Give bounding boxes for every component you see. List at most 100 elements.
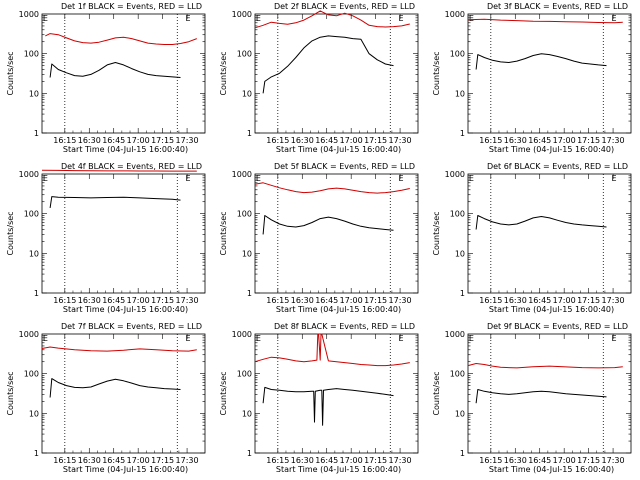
y-tick-label: 100 bbox=[450, 210, 465, 219]
x-tick-label: 16:30 bbox=[504, 136, 527, 145]
x-tick-label: 16:15 bbox=[53, 456, 76, 465]
plot-frame bbox=[254, 13, 419, 134]
plot-frame bbox=[467, 13, 632, 134]
x-tick-label: 17:00 bbox=[127, 296, 150, 305]
events-series-line bbox=[49, 196, 181, 208]
e-marker: E bbox=[256, 14, 261, 23]
events-series-line bbox=[262, 35, 394, 94]
e-marker: E bbox=[43, 334, 48, 343]
y-axis-label: Counts/sec bbox=[6, 371, 15, 415]
y-axis-label: Counts/sec bbox=[219, 51, 228, 95]
lld-series-line bbox=[254, 182, 410, 194]
y-tick-label: 100 bbox=[237, 210, 252, 219]
y-tick-label: 10 bbox=[455, 89, 465, 98]
chart-title: Det 1f BLACK = Events, RED = LLD bbox=[61, 2, 202, 11]
x-tick-label: 16:45 bbox=[315, 456, 338, 465]
e-marker: E bbox=[611, 174, 616, 183]
x-tick-label: 16:15 bbox=[266, 136, 289, 145]
y-tick-label: 1000 bbox=[232, 330, 252, 339]
chart-svg: Det 3f BLACK = Events, RED = LLD 1 10 100 10… bbox=[432, 2, 632, 154]
y-tick-label: 100 bbox=[450, 50, 465, 59]
y-tick-label: 10 bbox=[242, 249, 252, 258]
plot-frame bbox=[467, 173, 632, 294]
x-tick-label: 17:00 bbox=[127, 136, 150, 145]
e-marker: E bbox=[185, 14, 190, 23]
x-axis-label: Start Time (04-Jul-15 16:00:40) bbox=[63, 305, 188, 314]
y-tick-label: 1000 bbox=[19, 170, 39, 179]
e-marker: E bbox=[256, 174, 261, 183]
lld-series-line bbox=[41, 169, 197, 172]
x-tick-label: 17:15 bbox=[364, 296, 387, 305]
x-tick-label: 17:00 bbox=[340, 296, 363, 305]
y-axis-label: Counts/sec bbox=[432, 211, 441, 255]
e-marker: E bbox=[398, 14, 403, 23]
events-series-line bbox=[262, 215, 394, 235]
chart-title: Det 3f BLACK = Events, RED = LLD bbox=[487, 2, 628, 11]
x-tick-label: 17:15 bbox=[151, 456, 174, 465]
lld-series-line bbox=[467, 18, 623, 24]
x-tick-label: 16:30 bbox=[78, 296, 101, 305]
x-tick-label: 16:30 bbox=[78, 456, 101, 465]
chart-panel-4: Det 4f BLACK = Events, RED = LLD 1 10 100 10… bbox=[0, 160, 213, 320]
y-tick-label: 1 bbox=[34, 289, 39, 298]
x-tick-label: 17:15 bbox=[577, 136, 600, 145]
y-tick-label: 100 bbox=[24, 50, 39, 59]
y-tick-label: 1 bbox=[460, 449, 465, 458]
x-tick-label: 17:00 bbox=[553, 136, 576, 145]
y-tick-label: 100 bbox=[24, 370, 39, 379]
y-axis-label: Counts/sec bbox=[432, 51, 441, 95]
chart-panel-2: Det 2f BLACK = Events, RED = LLD 1 10 100 10… bbox=[213, 0, 426, 160]
chart-svg: Det 8f BLACK = Events, RED = LLD 1 10 100 10… bbox=[219, 322, 419, 474]
events-series-line bbox=[475, 53, 607, 70]
events-series-line bbox=[49, 378, 181, 398]
e-marker: E bbox=[43, 14, 48, 23]
y-axis-label: Counts/sec bbox=[6, 51, 15, 95]
x-tick-label: 17:30 bbox=[176, 456, 199, 465]
x-tick-label: 17:15 bbox=[577, 296, 600, 305]
events-series-line bbox=[262, 386, 394, 426]
y-tick-label: 1000 bbox=[445, 330, 465, 339]
x-tick-label: 16:15 bbox=[266, 296, 289, 305]
e-marker: E bbox=[469, 174, 474, 183]
plot-frame bbox=[467, 333, 632, 454]
x-tick-label: 16:30 bbox=[291, 456, 314, 465]
x-axis-label: Start Time (04-Jul-15 16:00:40) bbox=[276, 465, 401, 474]
e-marker: E bbox=[43, 174, 48, 183]
x-tick-label: 16:30 bbox=[291, 296, 314, 305]
x-tick-label: 16:30 bbox=[504, 296, 527, 305]
chart-panel-8: Det 8f BLACK = Events, RED = LLD 1 10 100 10… bbox=[213, 320, 426, 480]
chart-svg: Det 5f BLACK = Events, RED = LLD 1 10 100 10… bbox=[219, 162, 419, 314]
x-tick-label: 16:30 bbox=[504, 456, 527, 465]
y-tick-label: 1 bbox=[247, 449, 252, 458]
e-marker: E bbox=[611, 334, 616, 343]
x-tick-label: 16:45 bbox=[315, 136, 338, 145]
e-marker: E bbox=[256, 334, 261, 343]
y-tick-label: 100 bbox=[237, 50, 252, 59]
y-tick-label: 1 bbox=[460, 289, 465, 298]
e-marker: E bbox=[185, 334, 190, 343]
y-tick-label: 10 bbox=[29, 89, 39, 98]
y-tick-label: 10 bbox=[455, 249, 465, 258]
y-tick-label: 1 bbox=[34, 129, 39, 138]
x-tick-label: 16:30 bbox=[291, 136, 314, 145]
lld-series-line bbox=[254, 10, 410, 29]
events-series-line bbox=[475, 215, 607, 230]
lld-series-line bbox=[254, 333, 410, 367]
y-tick-label: 10 bbox=[455, 409, 465, 418]
chart-panel-6: Det 6f BLACK = Events, RED = LLD 1 10 100 10… bbox=[426, 160, 639, 320]
y-tick-label: 100 bbox=[450, 370, 465, 379]
lld-series-line bbox=[467, 363, 623, 369]
x-tick-label: 17:30 bbox=[176, 296, 199, 305]
y-tick-label: 1 bbox=[247, 289, 252, 298]
x-axis-label: Start Time (04-Jul-15 16:00:40) bbox=[276, 305, 401, 314]
plot-frame bbox=[41, 13, 206, 134]
x-tick-label: 17:00 bbox=[127, 456, 150, 465]
chart-svg: Det 1f BLACK = Events, RED = LLD 1 10 100 10… bbox=[6, 2, 206, 154]
y-tick-label: 1000 bbox=[232, 10, 252, 19]
x-tick-label: 17:15 bbox=[151, 296, 174, 305]
x-tick-label: 17:00 bbox=[340, 456, 363, 465]
events-series-line bbox=[49, 62, 181, 78]
x-tick-label: 17:15 bbox=[364, 136, 387, 145]
y-tick-label: 10 bbox=[29, 409, 39, 418]
